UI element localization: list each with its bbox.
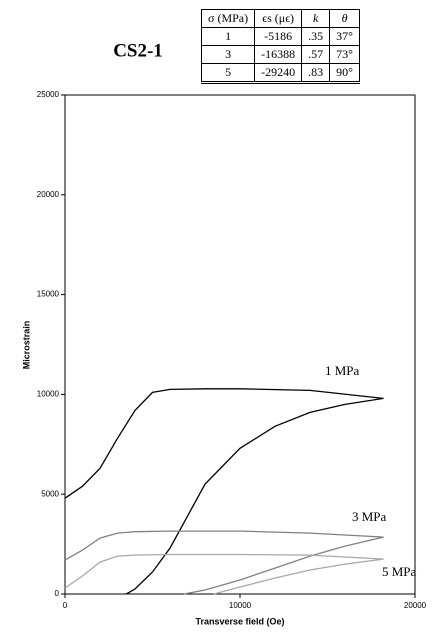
table-cell: 3 <box>200 45 256 64</box>
table-cell: 5 <box>200 63 256 83</box>
series-line <box>64 553 384 595</box>
table-cell: 90° <box>329 63 360 83</box>
table-header: σ (MPa) ϵs (μϵ) k θ <box>200 9 360 28</box>
table-cell: 37° <box>329 27 360 46</box>
series-label: 1 MPa <box>325 363 360 378</box>
header-cell: θ <box>329 9 360 28</box>
table-cell: -16388 <box>254 45 303 64</box>
x-tick-label: 10000 <box>229 601 252 610</box>
table-cell: 1 <box>200 27 256 46</box>
y-tick-label: 10000 <box>37 390 60 399</box>
x-tick-label: 0 <box>63 601 68 610</box>
x-tick-label: 20000 <box>404 601 427 610</box>
y-tick-label: 5000 <box>41 489 59 498</box>
parameter-table: σ (MPa) ϵs (μϵ) k θ 1 -5186.35 37° 3 -16388.57 7… <box>200 9 360 84</box>
y-tick-label: 15000 <box>37 290 60 299</box>
chart-title: CS2-1 <box>113 40 163 61</box>
table-row: 3 -16388.57 73° <box>200 45 360 64</box>
table-row: 5 -29240.83 90° <box>200 63 360 83</box>
y-tick-label: 25000 <box>37 90 60 99</box>
series-label: 5 MPa <box>382 564 417 579</box>
table-cell: -29240 <box>254 63 303 83</box>
series-line <box>64 530 384 595</box>
table-cell: .83 <box>301 63 331 83</box>
x-axis-label: Transverse field (Oe) <box>195 616 284 626</box>
header-cell: ϵs (μϵ) <box>254 9 303 28</box>
table-cell: .57 <box>301 45 331 64</box>
table-cell: 73° <box>329 45 360 64</box>
header-cell: k <box>301 9 331 28</box>
header-cell: σ (MPa) <box>200 9 256 28</box>
y-axis-label: Microstrain <box>21 321 31 370</box>
table-row: 1 -5186.35 37° <box>200 27 360 46</box>
y-tick-label: 0 <box>55 589 60 598</box>
table-cell: .35 <box>301 27 331 46</box>
series-line <box>64 388 384 595</box>
table-cell: -5186 <box>254 27 303 46</box>
series-label: 3 MPa <box>352 509 387 524</box>
y-tick-label: 20000 <box>37 190 60 199</box>
